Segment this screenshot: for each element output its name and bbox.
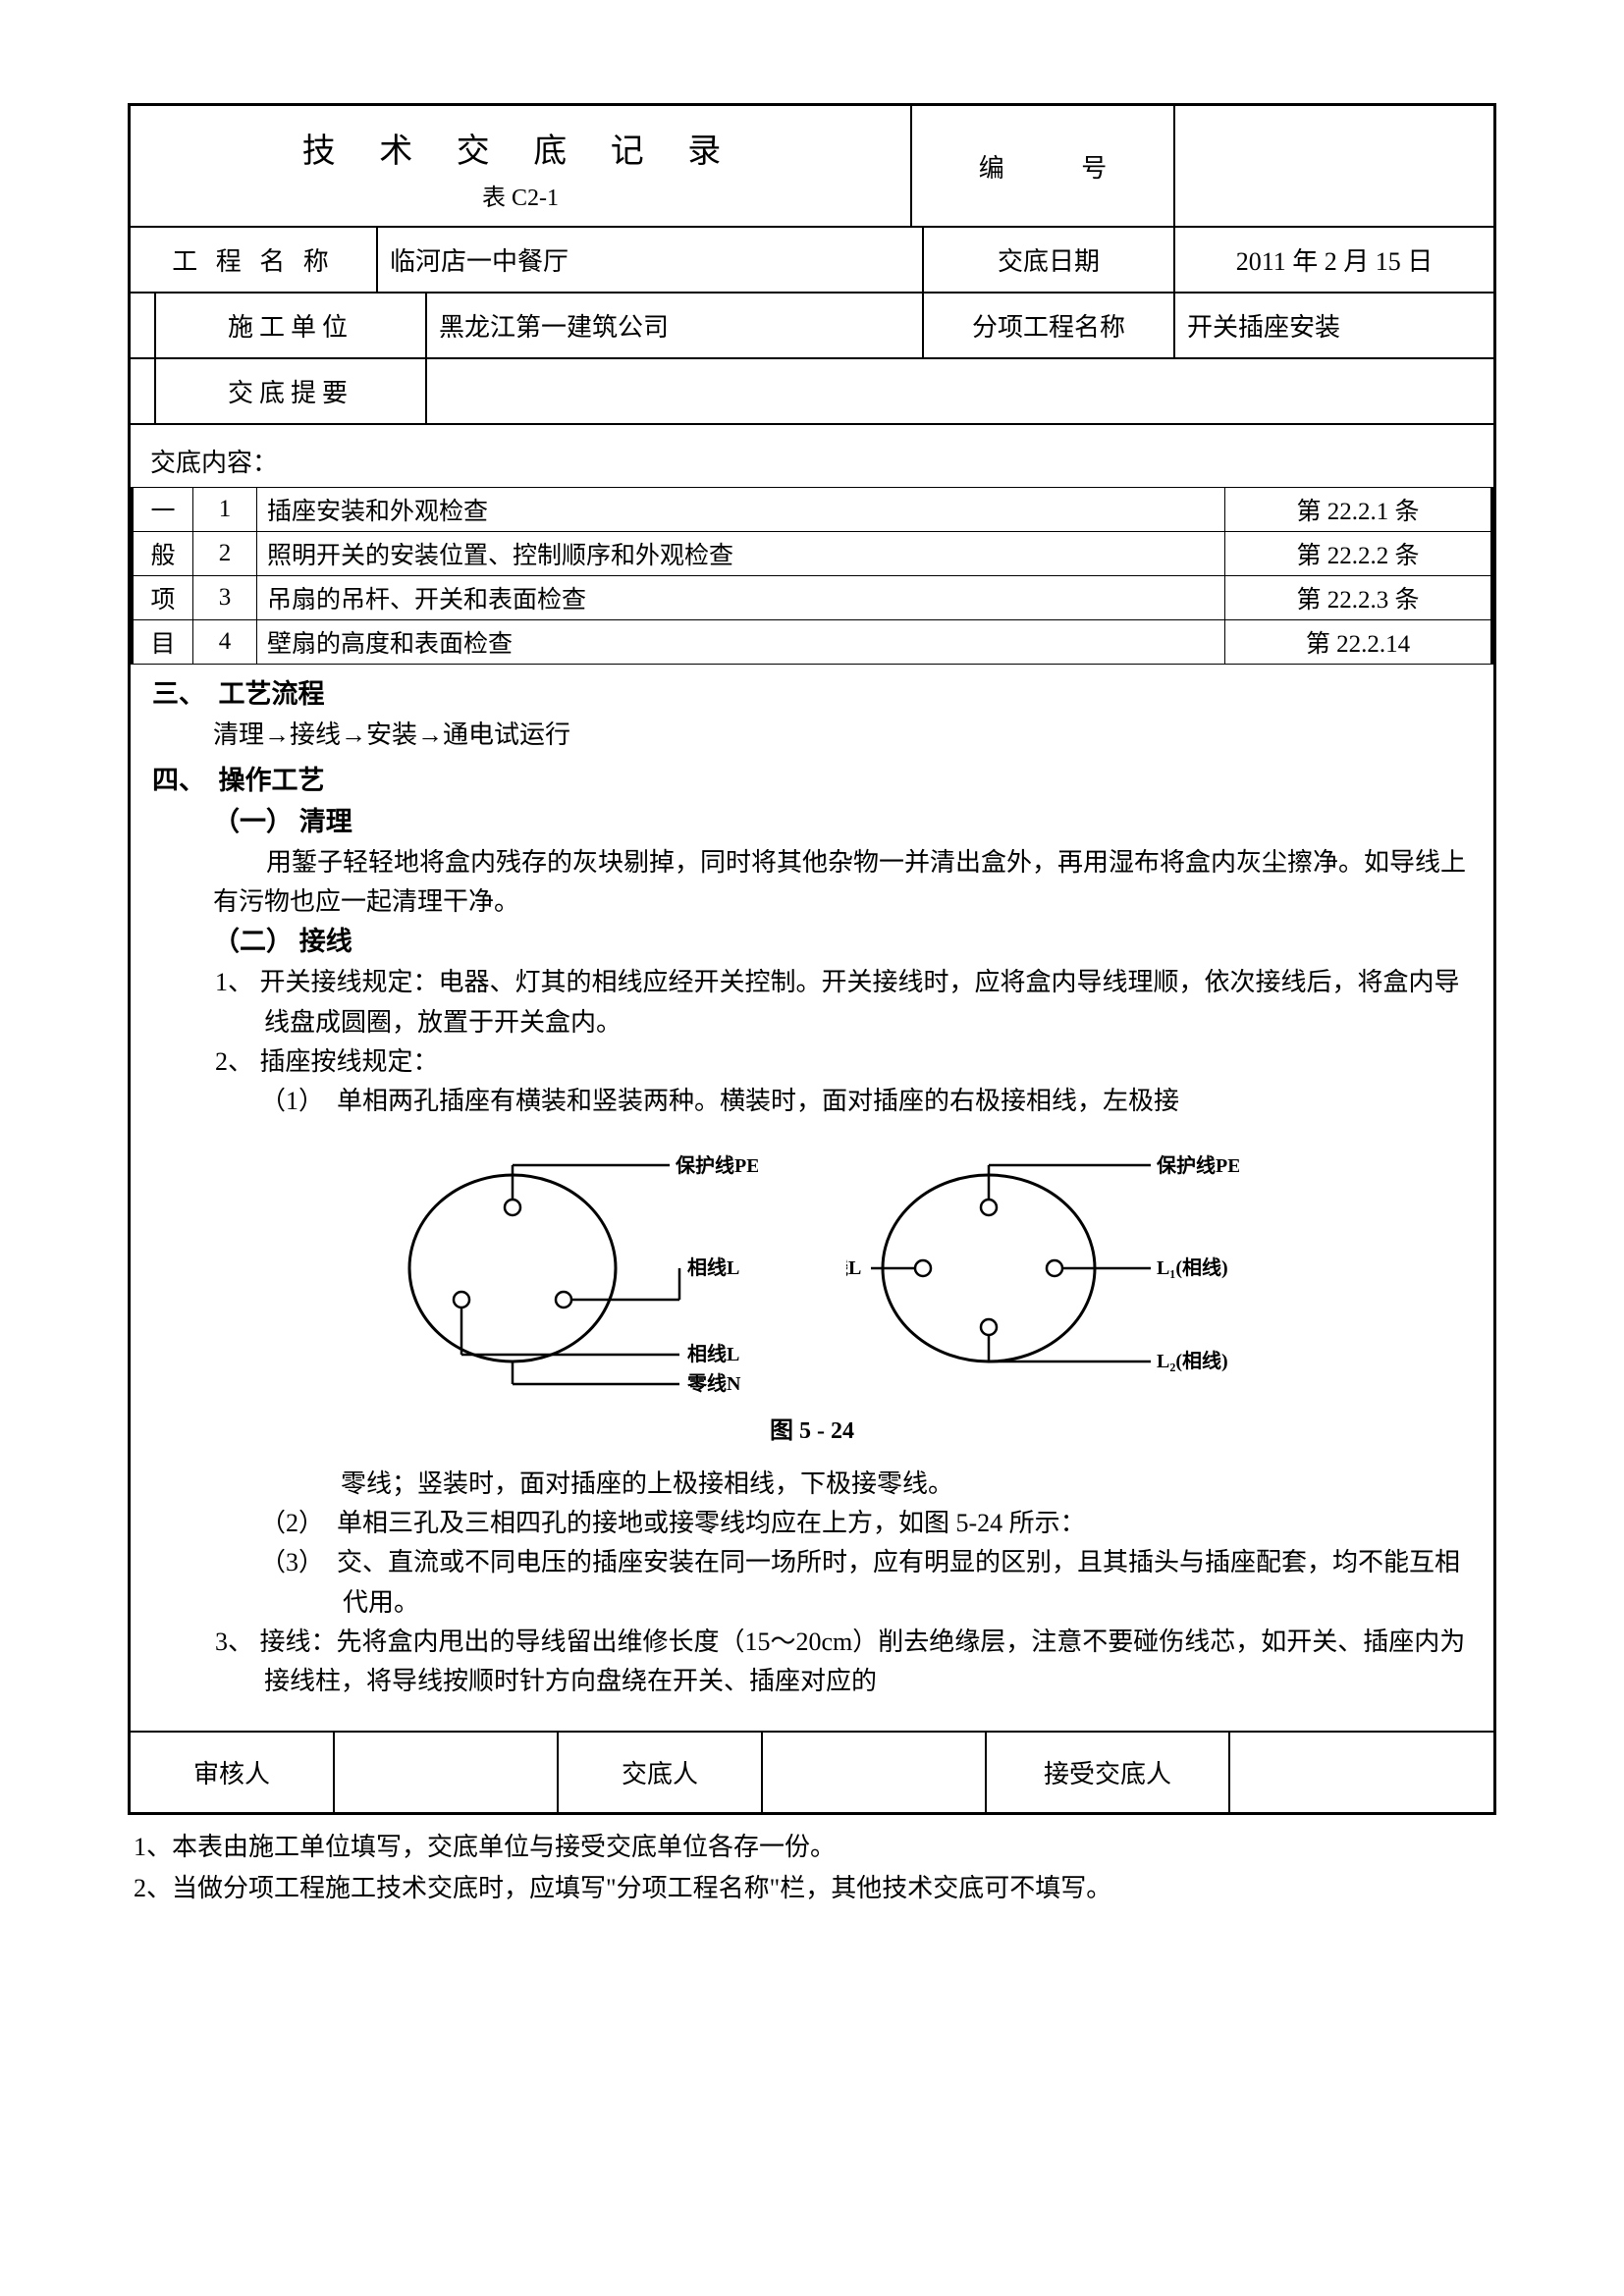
side-char: 目 xyxy=(133,620,193,665)
table-row: 般 2 照明开关的安装位置、控制顺序和外观检查 第 22.2.2 条 xyxy=(133,532,1492,576)
form-subtitle: 表 C2-1 xyxy=(131,178,910,212)
item-num: 4 xyxy=(193,620,257,665)
label-l2: 相线L xyxy=(687,1342,739,1365)
date-value: 2011 年 2 月 15 日 xyxy=(1175,228,1493,292)
item-num: 1 xyxy=(193,488,257,532)
subproject-value: 开关插座安装 xyxy=(1175,294,1493,357)
summary-label: 交底提要 xyxy=(154,359,427,423)
receiver-label: 接受交底人 xyxy=(987,1733,1230,1812)
discloser-label: 交底人 xyxy=(559,1733,763,1812)
diagram-caption: 图 5 - 24 xyxy=(152,1408,1472,1464)
form-title: 技 术 交 底 记 录 xyxy=(131,124,910,172)
item-desc: 壁扇的高度和表面检查 xyxy=(257,620,1225,665)
section-3-head: 三、 工艺流程 xyxy=(152,674,1472,716)
reviewer-value xyxy=(335,1733,559,1812)
footnotes: 1、本表由施工单位填写，交底单位与接受交底单位各存一份。 2、当做分项工程施工技… xyxy=(128,1815,1496,1920)
title-row: 技 术 交 底 记 录 表 C2-1 编 号 xyxy=(131,106,1493,228)
receiver-value xyxy=(1230,1733,1493,1812)
label-l2-r: L₂(相线) xyxy=(1157,1349,1228,1372)
sec4-1-body: 用錾子轻轻地将盒内残存的灰块剔掉，同时将其他杂物一并清出盒外，再用湿布将盒内灰尘… xyxy=(152,843,1472,923)
side-char: 般 xyxy=(133,532,193,576)
note-1: 1、本表由施工单位填写，交底单位与接受交底单位各存一份。 xyxy=(134,1827,1490,1868)
items-table: 一 1 插座安装和外观检查 第 22.2.1 条 般 2 照明开关的安装位置、控… xyxy=(131,487,1493,665)
item-ref: 第 22.2.2 条 xyxy=(1225,532,1492,576)
item-desc: 吊扇的吊杆、开关和表面检查 xyxy=(257,576,1225,620)
item-num: 3 xyxy=(193,576,257,620)
socket-diagram-left: 保护线PE 相线L 相线L 零线N xyxy=(385,1141,758,1396)
item-ref: 第 22.2.3 条 xyxy=(1225,576,1492,620)
sec4-2-2-2: （2） 单相三孔及三相四孔的接地或接零线均应在上方，如图 5-24 所示： xyxy=(152,1504,1472,1543)
project-label: 工 程 名 称 xyxy=(131,228,378,292)
title-left: 技 术 交 底 记 录 表 C2-1 xyxy=(131,106,912,226)
side-char: 一 xyxy=(133,488,193,532)
discloser-value xyxy=(763,1733,987,1812)
svg-text:相线L: 相线L xyxy=(846,1255,861,1279)
table-row: 项 3 吊扇的吊杆、开关和表面检查 第 22.2.3 条 xyxy=(133,576,1492,620)
date-label: 交底日期 xyxy=(924,228,1175,292)
sec4-2-1: 1、 开关接线规定：电器、灯其的相线应经开关控制。开关接线时，应将盒内导线理顺，… xyxy=(152,963,1472,1042)
project-value: 临河店一中餐厅 xyxy=(378,228,924,292)
unit-label: 施工单位 xyxy=(154,294,427,357)
label-pe: 保护线PE xyxy=(675,1153,758,1177)
item-desc: 插座安装和外观检查 xyxy=(257,488,1225,532)
signature-row: 审核人 交底人 接受交底人 xyxy=(131,1731,1493,1812)
table-row: 一 1 插座安装和外观检查 第 22.2.1 条 xyxy=(133,488,1492,532)
reviewer-label: 审核人 xyxy=(131,1733,335,1812)
summary-value xyxy=(427,359,1493,423)
note-2: 2、当做分项工程施工技术交底时，应填写"分项工程名称"栏，其他技术交底可不填写。 xyxy=(134,1868,1490,1909)
label-l: 相线L xyxy=(687,1255,739,1279)
sec4-2-head: （二） 接线 xyxy=(152,922,1472,963)
body-text: 三、 工艺流程 清理→接线→安装→通电试运行 四、 操作工艺 （一） 清理 用錾… xyxy=(131,665,1493,1731)
sec4-1-head: （一） 清理 xyxy=(152,802,1472,843)
sec4-2-2-3: （3） 交、直流或不同电压的插座安装在同一场所时，应有明显的区别，且其插头与插座… xyxy=(152,1543,1472,1623)
process-flow: 清理→接线→安装→通电试运行 xyxy=(152,716,1472,755)
sec4-2-2: 2、 插座按线规定： xyxy=(152,1042,1472,1082)
subproject-label: 分项工程名称 xyxy=(924,294,1175,357)
label-n: 零线N xyxy=(686,1371,741,1395)
sec4-2-2-1b: 零线；竖装时，面对插座的上极接相线，下极接零线。 xyxy=(152,1465,1472,1504)
serial-value xyxy=(1175,106,1493,226)
project-row: 工 程 名 称 临河店一中餐厅 交底日期 2011 年 2 月 15 日 xyxy=(131,228,1493,294)
label-l1-r: L₁(相线) xyxy=(1157,1255,1228,1279)
side-char: 项 xyxy=(133,576,193,620)
form-container: 技 术 交 底 记 录 表 C2-1 编 号 工 程 名 称 临河店一中餐厅 交… xyxy=(128,103,1496,1815)
serial-label: 编 号 xyxy=(912,106,1175,226)
table-row: 目 4 壁扇的高度和表面检查 第 22.2.14 xyxy=(133,620,1492,665)
sec4-2-2-1: （1） 单相两孔插座有横装和竖装两种。横装时，面对插座的右极接相线，左极接 xyxy=(152,1082,1472,1121)
socket-diagram-right: 保护线PE 相线L L₁(相线) L₂(相线) xyxy=(846,1141,1239,1396)
unit-value: 黑龙江第一建筑公司 xyxy=(427,294,924,357)
unit-row: 施工单位 黑龙江第一建筑公司 分项工程名称 开关插座安装 xyxy=(131,294,1493,359)
diagram-wrap: 保护线PE 相线L 相线L 零线N xyxy=(152,1121,1472,1408)
sec4-2-3: 3、 接线：先将盒内甩出的导线留出维修长度（15～20cm）削去绝缘层，注意不要… xyxy=(152,1623,1472,1702)
item-ref: 第 22.2.1 条 xyxy=(1225,488,1492,532)
summary-row: 交底提要 xyxy=(131,359,1493,425)
content-label: 交底内容： xyxy=(131,425,1493,487)
label-pe-r: 保护线PE xyxy=(1156,1153,1239,1177)
item-num: 2 xyxy=(193,532,257,576)
item-desc: 照明开关的安装位置、控制顺序和外观检查 xyxy=(257,532,1225,576)
item-ref: 第 22.2.14 xyxy=(1225,620,1492,665)
section-4-head: 四、 操作工艺 xyxy=(152,761,1472,802)
